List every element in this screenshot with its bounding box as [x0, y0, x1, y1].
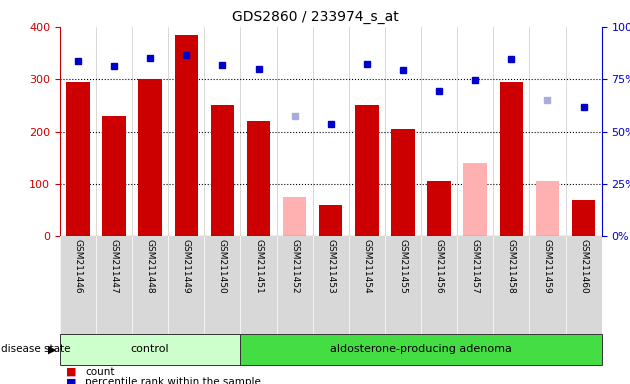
Text: GSM211446: GSM211446 [74, 239, 83, 294]
Text: GSM211456: GSM211456 [435, 239, 444, 294]
Bar [210, 105, 234, 236]
Bar [319, 205, 343, 236]
Text: GSM211458: GSM211458 [507, 239, 516, 294]
Bar [355, 105, 379, 236]
Text: GDS2860 / 233974_s_at: GDS2860 / 233974_s_at [232, 10, 398, 23]
Text: control: control [131, 344, 169, 354]
Text: GSM211447: GSM211447 [110, 239, 118, 294]
Text: GSM211448: GSM211448 [146, 239, 154, 294]
Text: GSM211459: GSM211459 [543, 239, 552, 294]
Text: ■: ■ [66, 377, 77, 384]
Text: count: count [85, 367, 115, 377]
Bar [536, 181, 559, 236]
Text: aldosterone-producing adenoma: aldosterone-producing adenoma [330, 344, 512, 354]
Bar [427, 181, 451, 236]
Text: ■: ■ [66, 367, 77, 377]
Bar [102, 116, 126, 236]
Text: GSM211453: GSM211453 [326, 239, 335, 294]
Text: GSM211449: GSM211449 [182, 239, 191, 294]
Bar [283, 197, 306, 236]
Text: GSM211460: GSM211460 [579, 239, 588, 294]
Bar [241, 334, 602, 365]
Bar [572, 200, 595, 236]
Text: GSM211457: GSM211457 [471, 239, 479, 294]
Text: GSM211455: GSM211455 [399, 239, 408, 294]
Text: GSM211452: GSM211452 [290, 239, 299, 294]
Bar [391, 129, 415, 236]
Text: percentile rank within the sample: percentile rank within the sample [85, 377, 261, 384]
Text: GSM211454: GSM211454 [362, 239, 371, 294]
Text: ▶: ▶ [49, 344, 57, 354]
Bar [175, 35, 198, 236]
Bar [500, 82, 523, 236]
Bar [464, 163, 487, 236]
Text: GSM211451: GSM211451 [254, 239, 263, 294]
Bar [247, 121, 270, 236]
Text: disease state: disease state [1, 344, 70, 354]
Text: GSM211450: GSM211450 [218, 239, 227, 294]
Bar [139, 79, 162, 236]
Bar [60, 334, 241, 365]
Bar [66, 82, 89, 236]
